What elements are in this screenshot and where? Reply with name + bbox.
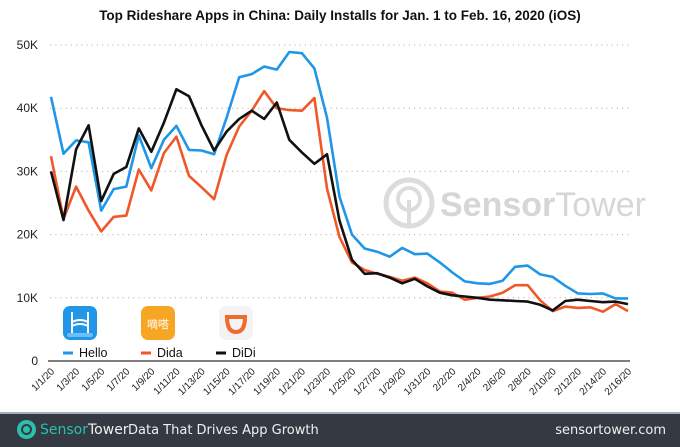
y-tick-label: 0 (31, 354, 38, 368)
y-axis: 0 10K 20K 30K 40K 50K (17, 38, 39, 368)
watermark-sensor: Sensor (440, 186, 555, 224)
y-tick-label: 20K (17, 228, 38, 242)
x-tick-label: 1/1/20 (30, 366, 58, 394)
x-tick-label: 1/5/20 (80, 366, 108, 394)
watermark-tower: Tower (555, 186, 646, 224)
footer-tagline: Data That Drives App Growth (128, 423, 319, 438)
series-line-dida (49, 89, 629, 314)
x-axis: 1/1/201/3/201/5/201/7/201/9/201/11/201/1… (30, 366, 635, 398)
series-lines (49, 50, 629, 314)
footer-site-link[interactable]: sensortower.com (555, 423, 666, 438)
legend-item-hello: Hello (63, 306, 108, 360)
legend-label-dida: Dida (157, 346, 183, 360)
series-line-didi (49, 87, 629, 312)
footer-bar: SensorTower Data That Drives App Growth … (0, 412, 680, 447)
series-line-hello (49, 50, 628, 300)
x-tick-label: 1/31/20 (402, 366, 434, 398)
x-tick-label: 1/7/20 (105, 366, 133, 394)
didi-app-icon (219, 306, 253, 340)
footer-brand: SensorTower (40, 422, 129, 438)
y-tick-label: 50K (17, 38, 38, 52)
chart-title: Top Rideshare Apps in China: Daily Insta… (99, 8, 581, 23)
sensortower-watermark: SensorTower (383, 177, 646, 229)
x-tick-label: 1/3/20 (55, 366, 83, 394)
legend-item-didi: DiDi (216, 306, 256, 360)
legend-label-didi: DiDi (232, 346, 256, 360)
x-tick-label: 2/16/20 (603, 366, 635, 398)
svg-text:SensorTower: SensorTower (440, 186, 646, 224)
x-tick-label: 2/4/20 (456, 366, 484, 394)
legend-item-dida: 嘀嗒 Dida (141, 306, 183, 360)
y-tick-label: 30K (17, 164, 38, 178)
sensortower-logo-icon (17, 420, 36, 439)
y-tick-label: 40K (17, 101, 38, 115)
dida-app-icon (141, 306, 175, 340)
svg-text:嘀嗒: 嘀嗒 (147, 317, 169, 331)
y-tick-label: 10K (17, 291, 38, 305)
x-tick-label: 2/6/20 (481, 366, 509, 394)
line-chart: SensorTower 0 10K 20K 30K 40K 50K 1/1/201/3/2… (17, 38, 646, 398)
x-tick-label: 2/2/20 (431, 366, 459, 394)
legend-label-hello: Hello (79, 346, 108, 360)
